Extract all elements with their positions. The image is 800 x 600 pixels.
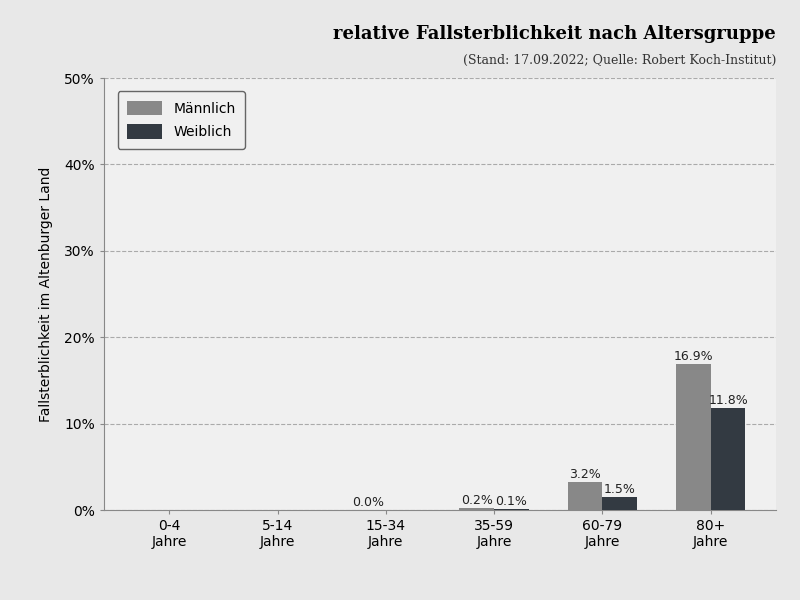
Text: 0.2%: 0.2% (461, 494, 493, 507)
Bar (459, 508, 494, 510)
Bar (710, 408, 746, 510)
Text: (Stand: 17.09.2022; Quelle: Robert Koch-Institut): (Stand: 17.09.2022; Quelle: Robert Koch-… (462, 54, 776, 67)
Text: 3.2%: 3.2% (570, 468, 601, 481)
Text: 16.9%: 16.9% (674, 350, 714, 362)
Bar (494, 509, 529, 510)
Text: 1.5%: 1.5% (604, 483, 636, 496)
Text: 0.0%: 0.0% (353, 496, 385, 509)
Text: 11.8%: 11.8% (708, 394, 748, 407)
Bar (602, 497, 637, 510)
Text: 0.1%: 0.1% (495, 495, 527, 508)
Bar (676, 364, 710, 510)
Legend: Männlich, Weiblich: Männlich, Weiblich (118, 91, 245, 149)
Text: relative Fallsterblichkeit nach Altersgruppe: relative Fallsterblichkeit nach Altersgr… (334, 25, 776, 43)
Y-axis label: Fallsterblichkeit im Altenburger Land: Fallsterblichkeit im Altenburger Land (39, 166, 53, 422)
Bar (568, 482, 602, 510)
